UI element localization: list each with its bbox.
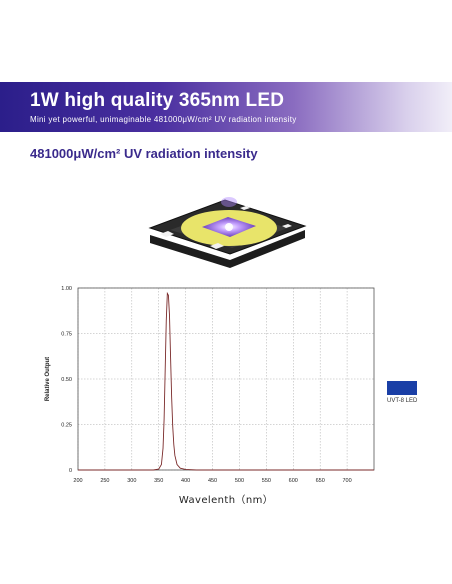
spectrum-chart: 0 0.25 0.50 0.75 1.00 200 250 300 350 400 450 500 5… bbox=[45, 286, 375, 484]
series-lines bbox=[78, 291, 374, 471]
y-tick-labels: 0 0.25 0.50 0.75 1.00 bbox=[61, 286, 72, 474]
x-tick-label: 500 bbox=[235, 478, 244, 484]
x-tick-label: 550 bbox=[262, 478, 271, 484]
banner-subtitle: Mini yet powerful, unimaginable 481000μW… bbox=[30, 115, 297, 124]
section-heading: 481000μW/cm² UV radiation intensity bbox=[30, 146, 258, 161]
y-tick-label: 0.75 bbox=[61, 332, 72, 338]
x-tick-label: 600 bbox=[289, 478, 298, 484]
x-tick-label: 400 bbox=[181, 478, 190, 484]
title-banner: 1W high quality 365nm LED Mini yet power… bbox=[0, 82, 452, 132]
x-tick-label: 650 bbox=[316, 478, 325, 484]
x-tick-label: 200 bbox=[73, 478, 82, 484]
led-chip-illustration bbox=[148, 197, 307, 268]
x-axis-label: Wavelenth（nm） bbox=[178, 495, 274, 506]
series-line bbox=[78, 291, 374, 471]
y-tick-label: 0 bbox=[69, 468, 72, 474]
x-tick-label: 350 bbox=[154, 478, 163, 484]
x-tick-label: 450 bbox=[208, 478, 217, 484]
x-tick-label: 250 bbox=[100, 478, 109, 484]
y-axis-label: Relative Output bbox=[45, 357, 51, 401]
chart-grid bbox=[77, 287, 374, 471]
x-tick-label: 700 bbox=[342, 478, 351, 484]
banner-title: 1W high quality 365nm LED bbox=[30, 90, 285, 111]
y-tick-label: 1.00 bbox=[61, 286, 72, 292]
legend-label: UVT-8 LED bbox=[387, 398, 418, 404]
x-tick-labels: 200 250 300 350 400 450 500 550 600 650 700 bbox=[73, 478, 351, 484]
y-tick-label: 0.25 bbox=[61, 423, 72, 429]
legend-swatch bbox=[387, 381, 417, 395]
y-tick-label: 0.50 bbox=[61, 377, 72, 383]
x-tick-label: 300 bbox=[127, 478, 136, 484]
